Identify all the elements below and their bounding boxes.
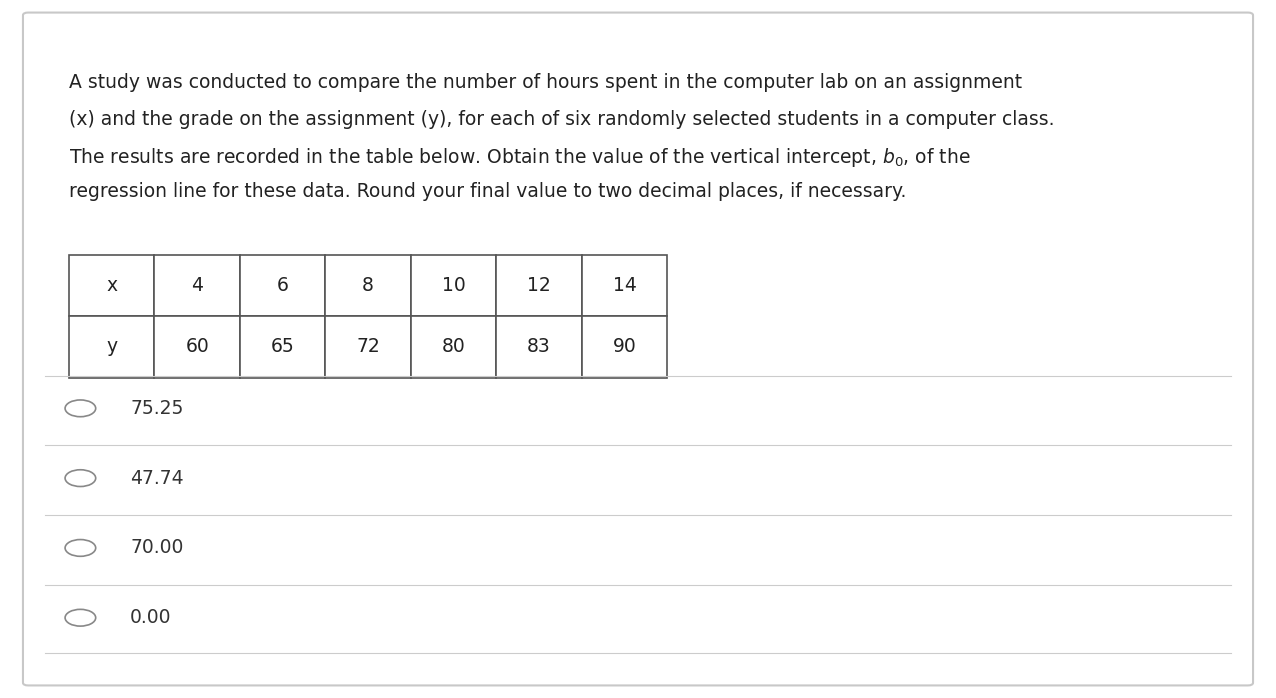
Bar	[69, 255, 154, 316]
Text: The results are recorded in the table below. Obtain the value of the vertical in: The results are recorded in the table be…	[69, 146, 971, 169]
Bar	[582, 316, 667, 378]
Text: 60: 60	[185, 337, 209, 357]
Bar	[240, 316, 325, 378]
Text: 80: 80	[441, 337, 466, 357]
Text: y: y	[106, 337, 117, 357]
Bar	[496, 255, 582, 316]
Text: 72: 72	[356, 337, 380, 357]
Text: 90: 90	[612, 337, 637, 357]
Circle shape	[65, 540, 96, 556]
Text: (x) and the grade on the assignment (y), for each of six randomly selected stude: (x) and the grade on the assignment (y),…	[69, 110, 1054, 128]
Bar	[496, 316, 582, 378]
Text: 75.25: 75.25	[130, 399, 184, 418]
Circle shape	[65, 470, 96, 487]
Bar	[582, 255, 667, 316]
Text: 4: 4	[191, 276, 203, 295]
Bar	[154, 255, 240, 316]
Text: regression line for these data. Round your final value to two decimal places, if: regression line for these data. Round yo…	[69, 182, 906, 201]
Text: 14: 14	[612, 276, 637, 295]
Text: 12: 12	[527, 276, 551, 295]
Circle shape	[65, 400, 96, 417]
Bar	[325, 255, 411, 316]
FancyBboxPatch shape	[23, 13, 1253, 685]
Text: 70.00: 70.00	[130, 538, 184, 558]
Circle shape	[65, 609, 96, 626]
Bar	[411, 316, 496, 378]
Text: 65: 65	[271, 337, 295, 357]
Bar	[411, 255, 496, 316]
Text: 0.00: 0.00	[130, 608, 172, 628]
Text: 10: 10	[441, 276, 466, 295]
Text: 6: 6	[277, 276, 288, 295]
Bar	[154, 316, 240, 378]
Text: 8: 8	[362, 276, 374, 295]
Text: 83: 83	[527, 337, 551, 357]
Bar	[69, 316, 154, 378]
Bar	[325, 316, 411, 378]
Text: 47.74: 47.74	[130, 468, 184, 488]
Text: A study was conducted to compare the number of hours spent in the computer lab o: A study was conducted to compare the num…	[69, 73, 1022, 92]
Bar	[240, 255, 325, 316]
Text: x: x	[106, 276, 117, 295]
